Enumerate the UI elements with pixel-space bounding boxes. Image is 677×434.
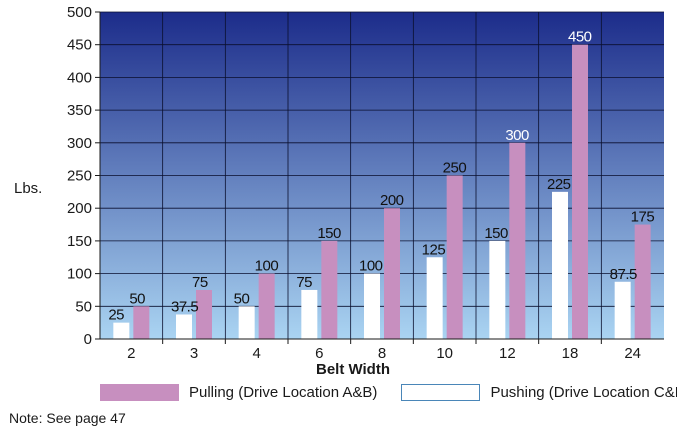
y-tick-label: 400 bbox=[67, 69, 92, 86]
pulling-swatch bbox=[100, 383, 179, 401]
bar-pulling bbox=[634, 224, 651, 339]
y-tick-label: 0 bbox=[84, 331, 92, 348]
y-tick-label: 350 bbox=[67, 102, 92, 119]
note-text: Note: See page 47 bbox=[9, 410, 126, 426]
data-label-pushing: 225 bbox=[547, 176, 571, 193]
x-axis-ticks: 2 3 4 6 8 10 12 18 24 bbox=[127, 339, 641, 362]
pushing-swatch bbox=[401, 383, 481, 401]
bar-pulling bbox=[196, 289, 212, 339]
data-label-pulling: 200 bbox=[380, 192, 404, 209]
data-label-pushing: 25 bbox=[108, 307, 124, 324]
bar-pulling bbox=[446, 175, 463, 339]
bar-pulling bbox=[258, 273, 275, 339]
bar-pulling bbox=[133, 306, 150, 339]
data-label-pulling: 50 bbox=[129, 290, 145, 307]
x-tick-label: 6 bbox=[315, 345, 323, 362]
y-tick-label: 450 bbox=[67, 37, 92, 54]
data-label-pushing: 100 bbox=[359, 258, 383, 275]
bar-pulling bbox=[384, 208, 400, 339]
bar-pulling bbox=[572, 44, 588, 339]
data-label-pulling: 75 bbox=[192, 274, 208, 291]
bar-pushing bbox=[176, 314, 192, 339]
x-tick-label: 18 bbox=[562, 345, 579, 362]
data-label-pulling: 300 bbox=[505, 127, 529, 144]
x-tick-label: 12 bbox=[499, 345, 516, 362]
bars bbox=[113, 44, 651, 339]
bar-pushing bbox=[301, 289, 318, 339]
y-tick-label: 500 bbox=[67, 4, 92, 21]
legend: Pulling (Drive Location A&B) Pushing (Dr… bbox=[100, 381, 677, 403]
data-label-pushing: 75 bbox=[296, 274, 312, 291]
data-label-pushing: 50 bbox=[234, 290, 250, 307]
bar-pulling bbox=[321, 240, 338, 339]
x-tick-label: 10 bbox=[436, 345, 453, 362]
x-tick-label: 8 bbox=[378, 345, 386, 362]
data-label-pulling: 100 bbox=[255, 258, 279, 275]
x-tick-label: 4 bbox=[252, 345, 260, 362]
data-label-pushing: 37.5 bbox=[171, 298, 198, 315]
data-label-pulling: 175 bbox=[631, 209, 655, 226]
bar-pushing bbox=[489, 240, 506, 339]
x-tick-label: 3 bbox=[190, 345, 198, 362]
y-axis-label: Lbs. bbox=[14, 180, 42, 197]
data-label-pushing: 150 bbox=[484, 225, 508, 242]
x-tick-label: 2 bbox=[127, 345, 135, 362]
y-tick-label: 100 bbox=[67, 266, 92, 283]
y-tick-label: 150 bbox=[67, 233, 92, 250]
bar-pulling bbox=[509, 142, 526, 339]
bar-pushing bbox=[552, 191, 568, 339]
x-axis-label: Belt Width bbox=[316, 361, 390, 378]
y-tick-label: 300 bbox=[67, 135, 92, 152]
bar-pushing bbox=[113, 322, 130, 339]
legend-pulling-label: Pulling (Drive Location A&B) bbox=[189, 383, 378, 401]
data-label-pulling: 150 bbox=[317, 225, 341, 242]
data-label-pushing: 125 bbox=[422, 241, 446, 258]
y-tick-label: 50 bbox=[75, 298, 92, 315]
legend-pushing-label: Pushing (Drive Location C&D) bbox=[490, 383, 677, 401]
y-axis-ticks: 0 50 100 150 200 250 300 350 400 450 500 bbox=[67, 4, 100, 348]
bar-pushing bbox=[364, 273, 380, 339]
data-label-pulling: 250 bbox=[443, 160, 467, 177]
data-label-pulling: 450 bbox=[568, 29, 592, 46]
bar-pushing bbox=[426, 257, 443, 339]
bar-pushing bbox=[614, 281, 631, 339]
data-labels: 25 50 37.5 75 50 100 75 150 100 200 125 250 150 300 22… bbox=[108, 29, 655, 324]
gridlines bbox=[100, 11, 664, 339]
bar-pushing bbox=[238, 306, 255, 339]
y-tick-label: 200 bbox=[67, 200, 92, 217]
x-tick-label: 24 bbox=[624, 345, 641, 362]
y-tick-label: 250 bbox=[67, 168, 92, 185]
data-label-pushing: 87.5 bbox=[610, 266, 637, 283]
